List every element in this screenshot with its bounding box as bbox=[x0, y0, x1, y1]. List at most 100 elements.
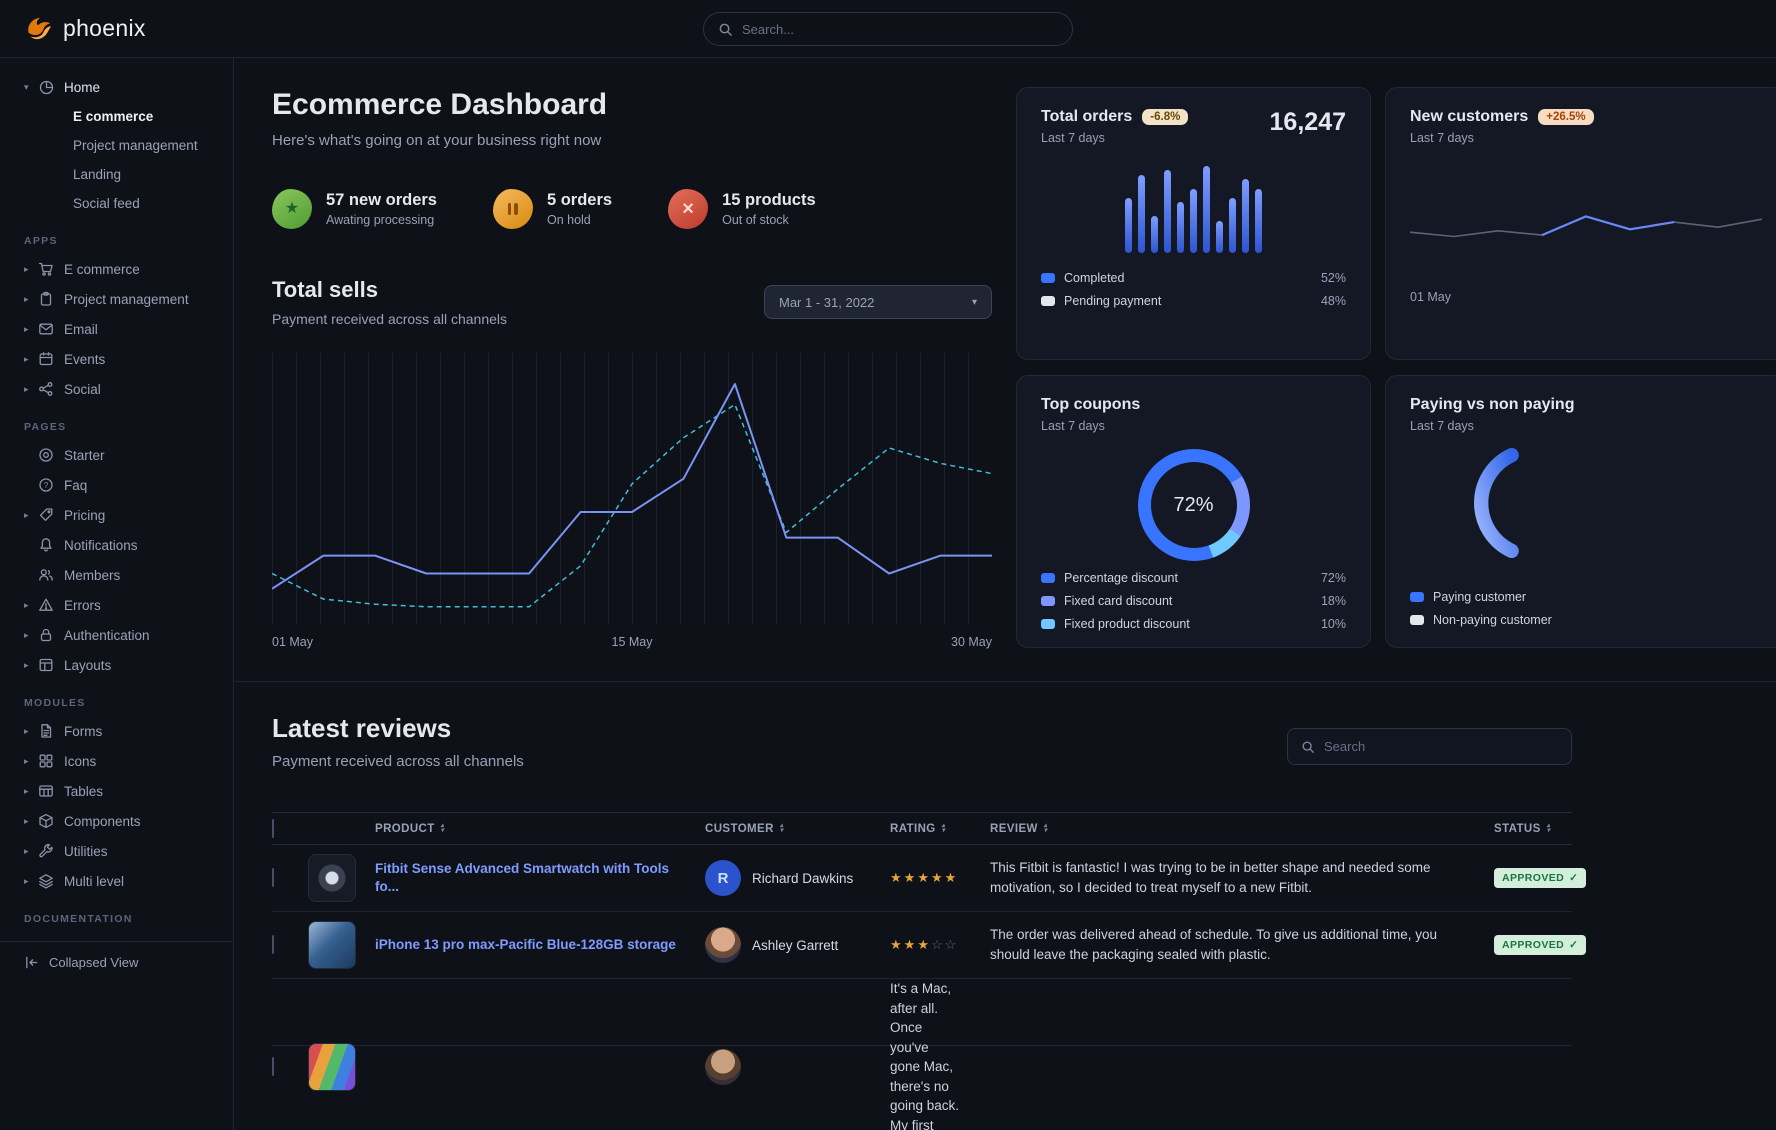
x-label: 15 May bbox=[611, 635, 653, 649]
sidebar-item-label: Home bbox=[64, 79, 101, 95]
target-icon bbox=[38, 447, 54, 463]
layout-icon bbox=[38, 657, 54, 673]
row-checkbox[interactable] bbox=[272, 1057, 274, 1077]
sells-solid-line bbox=[272, 383, 992, 590]
sidebar-item-ecommerce[interactable]: E commerce bbox=[0, 102, 233, 131]
row-checkbox[interactable] bbox=[272, 935, 274, 954]
sidebar-item-members[interactable]: Members bbox=[0, 560, 233, 590]
select-all-checkbox[interactable] bbox=[272, 818, 274, 838]
star-icon: ★ bbox=[890, 870, 904, 885]
sidebar-item-icons[interactable]: ▸ Icons bbox=[0, 746, 233, 776]
sidebar-item-components[interactable]: ▸ Components bbox=[0, 806, 233, 836]
sidebar-item-label: Multi level bbox=[64, 873, 125, 889]
sidebar-item-label: Email bbox=[64, 321, 98, 337]
sidebar-item-label: E commerce bbox=[64, 261, 140, 277]
sidebar-item-home[interactable]: ▾ Home bbox=[0, 72, 233, 102]
svg-text:?: ? bbox=[44, 481, 49, 490]
product-thumbnail[interactable] bbox=[308, 854, 356, 902]
paying-donut-chart bbox=[1474, 448, 1519, 558]
sidebar-item-project-management-app[interactable]: ▸ Project management bbox=[0, 284, 233, 314]
sidebar-item-forms[interactable]: ▸ Forms bbox=[0, 716, 233, 746]
total-sells-title: Total sells bbox=[272, 277, 378, 302]
reviews-search[interactable] bbox=[1287, 728, 1572, 765]
sidebar-item-label: E commerce bbox=[73, 109, 154, 124]
product-thumbnail[interactable] bbox=[308, 1043, 356, 1092]
order-bar bbox=[1255, 188, 1262, 253]
legend-value: 10% bbox=[1320, 617, 1346, 631]
order-bar bbox=[1242, 179, 1249, 253]
product-link[interactable]: iPhone 13 pro max-Pacific Blue-128GB sto… bbox=[375, 937, 676, 952]
phoenix-logo[interactable]: phoenix bbox=[22, 14, 146, 44]
search-input[interactable] bbox=[742, 21, 1058, 37]
column-header-review[interactable]: REVIEW ▴ ▾ bbox=[990, 822, 1048, 835]
sidebar-item-email[interactable]: ▸ Email bbox=[0, 314, 233, 344]
sort-icon: ▴ ▾ bbox=[440, 822, 445, 834]
pie-chart-icon bbox=[38, 79, 54, 95]
total-orders-card: Total orders -6.8% Last 7 days 16,247 Co… bbox=[1016, 87, 1371, 360]
section-divider bbox=[235, 681, 1776, 682]
sidebar-item-errors[interactable]: ▸ Errors bbox=[0, 590, 233, 620]
table-row: It's a Mac, after all. Once you've gone … bbox=[272, 979, 1572, 1130]
reviews-subtitle: Payment received across all channels bbox=[272, 753, 524, 770]
column-header-customer[interactable]: CUSTOMER ▴ ▾ bbox=[705, 822, 784, 835]
brand-name: phoenix bbox=[63, 15, 146, 41]
customer-name: Ashley Garrett bbox=[752, 937, 839, 953]
sidebar-item-label: Notifications bbox=[64, 537, 138, 553]
review-text: It's a Mac, after all. Once you've gone … bbox=[890, 981, 960, 1130]
status-badge: APPROVED ✓ bbox=[1494, 935, 1587, 955]
sidebar-item-social-feed[interactable]: Social feed bbox=[0, 189, 233, 218]
chevron-right-icon: ▸ bbox=[24, 263, 29, 274]
customer-cell bbox=[705, 1049, 890, 1086]
sidebar-item-notifications[interactable]: Notifications bbox=[0, 530, 233, 560]
chevron-right-icon: ▸ bbox=[24, 725, 29, 736]
card-title: Top coupons bbox=[1041, 396, 1141, 413]
phoenix-bird-icon bbox=[28, 17, 52, 39]
sidebar-item-utilities[interactable]: ▸ Utilities bbox=[0, 836, 233, 866]
stat-caption: Out of stock bbox=[722, 213, 789, 227]
date-range-select[interactable]: Mar 1 - 31, 2022 ▾ bbox=[764, 285, 992, 319]
sidebar-item-ecommerce-app[interactable]: ▸ E commerce bbox=[0, 254, 233, 284]
row-checkbox[interactable] bbox=[272, 868, 274, 887]
sidebar-item-tables[interactable]: ▸ Tables bbox=[0, 776, 233, 806]
card-period: Last 7 days bbox=[1041, 419, 1105, 433]
sidebar-item-faq[interactable]: ? Faq bbox=[0, 470, 233, 500]
legend-swatch bbox=[1041, 596, 1055, 606]
chevron-right-icon: ▸ bbox=[24, 629, 29, 640]
sidebar-item-label: Members bbox=[64, 567, 121, 583]
sells-dashed-line bbox=[272, 403, 992, 608]
x-label: 01 May bbox=[272, 635, 313, 649]
order-bar bbox=[1151, 216, 1158, 253]
sidebar-item-multi-level[interactable]: ▸ Multi level bbox=[0, 866, 233, 896]
product-link[interactable] bbox=[375, 1059, 395, 1074]
sidebar-item-layouts[interactable]: ▸ Layouts bbox=[0, 650, 233, 680]
sidebar-item-project-management[interactable]: Project management bbox=[0, 131, 233, 160]
order-bar bbox=[1125, 197, 1132, 253]
reviews-search-input[interactable] bbox=[1324, 739, 1558, 754]
collapse-left-icon bbox=[26, 956, 38, 969]
card-title: Total orders bbox=[1041, 108, 1133, 125]
sidebar-item-pricing[interactable]: ▸ Pricing bbox=[0, 500, 233, 530]
table-header-row: PRODUCT ▴ ▾ CUSTOMER ▴ ▾ RATING ▴ ▾ REVIEW ▴ ▾ S… bbox=[272, 812, 1572, 845]
sort-icon: ▴ ▾ bbox=[1043, 822, 1048, 834]
column-header-product[interactable]: PRODUCT ▴ ▾ bbox=[375, 822, 445, 835]
sidebar-item-events[interactable]: ▸ Events bbox=[0, 344, 233, 374]
legend-value: 18% bbox=[1320, 594, 1346, 608]
sidebar-item-label: Authentication bbox=[64, 627, 150, 643]
sidebar-item-landing[interactable]: Landing bbox=[0, 160, 233, 189]
grid-icon bbox=[38, 753, 54, 769]
stat-value: 15 products bbox=[722, 191, 816, 209]
reviews-table: PRODUCT ▴ ▾ CUSTOMER ▴ ▾ RATING ▴ ▾ REVIEW ▴ ▾ S… bbox=[272, 812, 1587, 1130]
sidebar-item-social[interactable]: ▸ Social bbox=[0, 374, 233, 404]
table-icon bbox=[38, 783, 54, 799]
global-search[interactable] bbox=[703, 12, 1073, 46]
column-header-status[interactable]: STATUS ▴ ▾ bbox=[1494, 822, 1551, 835]
product-thumbnail[interactable] bbox=[308, 921, 356, 969]
collapse-sidebar-button[interactable]: Collapsed View bbox=[0, 941, 233, 983]
sidebar-item-authentication[interactable]: ▸ Authentication bbox=[0, 620, 233, 650]
product-link[interactable]: Fitbit Sense Advanced Smartwatch with To… bbox=[375, 861, 670, 894]
users-icon bbox=[38, 567, 54, 583]
column-header-rating[interactable]: RATING ▴ ▾ bbox=[890, 822, 946, 835]
sidebar-item-starter[interactable]: Starter bbox=[0, 440, 233, 470]
star-seal-icon: ★ bbox=[272, 189, 312, 229]
